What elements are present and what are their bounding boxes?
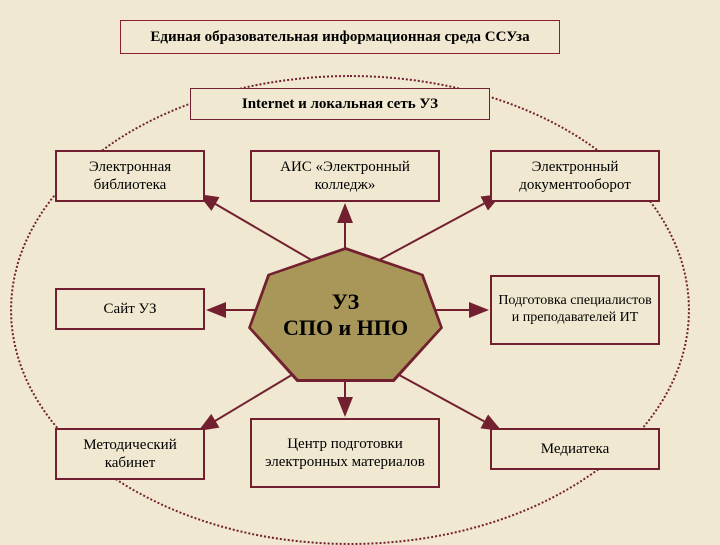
node-ml: Сайт УЗ [55,288,205,330]
center-heptagon: УЗ СПО и НПО [248,247,443,382]
center-text: УЗ СПО и НПО [248,289,443,341]
node-bm-text: Центр подготовки электронных материалов [258,435,432,471]
node-tm: АИС «Электронный колледж» [250,150,440,202]
node-mr: Подготовка специалистов и преподавателей… [490,275,660,345]
node-br-text: Медиатека [541,440,609,458]
title-text: Единая образовательная информационная ср… [150,29,529,46]
node-tl-text: Электронная библиотека [63,158,197,194]
title-box: Единая образовательная информационная ср… [120,20,560,54]
node-br: Медиатека [490,428,660,470]
node-top-text: Internet и локальная сеть УЗ [242,95,438,113]
node-ml-text: Сайт УЗ [104,300,157,318]
node-tr-text: Электронный документооборот [498,158,652,194]
node-tr: Электронный документооборот [490,150,660,202]
node-tm-text: АИС «Электронный колледж» [258,158,432,194]
node-bm: Центр подготовки электронных материалов [250,418,440,488]
node-top: Internet и локальная сеть УЗ [190,88,490,120]
node-bl-text: Методический кабинет [63,436,197,472]
node-mr-text: Подготовка специалистов и преподавателей… [498,293,652,327]
node-tl: Электронная библиотека [55,150,205,202]
node-bl: Методический кабинет [55,428,205,480]
